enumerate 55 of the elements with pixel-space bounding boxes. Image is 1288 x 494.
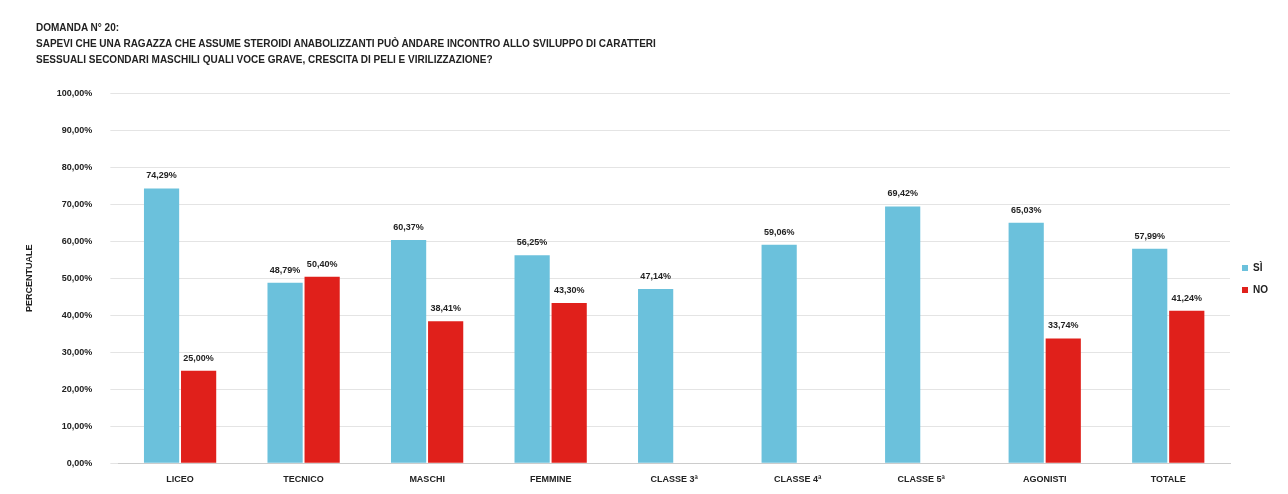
data-label: 25,00% [183, 352, 214, 363]
x-tick-label: LICEO [166, 474, 194, 485]
x-tick-label: TOTALE [1150, 474, 1186, 485]
bar [1169, 310, 1205, 463]
bar [1132, 248, 1168, 463]
data-label: 65,03% [1010, 204, 1042, 215]
chart-title: DOMANDA N° 20: [36, 21, 121, 35]
data-label: 47,14% [640, 270, 671, 281]
data-label: 41,24% [1171, 292, 1203, 303]
legend-label: NO [1253, 283, 1269, 295]
x-tick-label: MASCHI [409, 474, 445, 485]
bar [514, 255, 550, 463]
y-tick-label: 50,00% [61, 272, 93, 283]
bar [304, 276, 340, 463]
y-tick-label: 20,00% [61, 383, 93, 394]
y-tick-label: 0,00% [66, 457, 93, 468]
bar [428, 321, 464, 463]
y-axis-title: PERCENTUALE [23, 244, 34, 313]
legend-label: SÌ [1253, 260, 1263, 273]
data-label: 56,25% [516, 237, 548, 248]
bar [885, 206, 921, 463]
bar [638, 288, 674, 463]
data-label: 60,37% [393, 221, 424, 232]
data-label: 59,06% [763, 226, 795, 237]
y-tick-label: 30,00% [61, 346, 93, 357]
data-label: 48,79% [269, 264, 301, 275]
x-tick-label: TECNICO [283, 474, 324, 485]
y-tick-label: 60,00% [61, 235, 93, 246]
bar [1045, 338, 1081, 463]
bar [391, 239, 427, 463]
bar [143, 188, 180, 463]
chart-subtitle: SAPEVI CHE UNA RAGAZZA CHE ASSUME STEROIDI ANABOLIZZANTI PUÒ ANDARE INCONTRO ALLO SVILUPPO DI CARATTERI SESSUALI SECONDARI MASCHILI QUALI VOCE GRAVE, CRESCITA DI PELI E VIRILIZZAZIONE? [36, 36, 657, 67]
y-tick-label: 80,00% [61, 161, 93, 172]
y-tick-label: 10,00% [61, 420, 93, 431]
data-label: 69,42% [887, 188, 918, 199]
x-tick-label: FEMMINE [529, 474, 572, 485]
data-label: 74,29% [146, 170, 177, 181]
y-tick-label: 100,00% [56, 87, 93, 98]
bar [551, 303, 587, 463]
bar [181, 370, 217, 463]
data-label: 43,30% [553, 285, 585, 296]
y-tick-label: 70,00% [61, 198, 93, 209]
x-tick-label: CLASSE 3ª [650, 474, 699, 485]
bar [267, 282, 303, 463]
data-label: 57,99% [1134, 230, 1165, 241]
data-label: 33,74% [1047, 320, 1079, 331]
data-label: 50,40% [306, 258, 338, 269]
bar [761, 244, 797, 463]
y-tick-label: 90,00% [61, 124, 93, 135]
y-tick-label: 40,00% [61, 309, 93, 320]
x-tick-label: CLASSE 5ª [897, 474, 946, 485]
x-tick-label: CLASSE 4ª [774, 474, 823, 485]
x-tick-label: AGONISTI [1022, 474, 1067, 485]
bar [1008, 222, 1044, 463]
data-label: 38,41% [430, 303, 461, 314]
